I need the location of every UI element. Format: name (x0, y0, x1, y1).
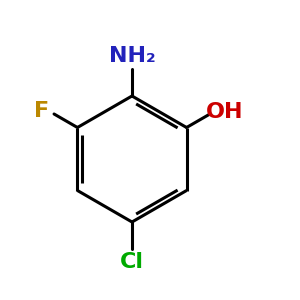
Text: NH₂: NH₂ (109, 46, 155, 65)
Text: Cl: Cl (120, 253, 144, 272)
Text: OH: OH (206, 103, 244, 122)
Text: F: F (34, 101, 50, 121)
